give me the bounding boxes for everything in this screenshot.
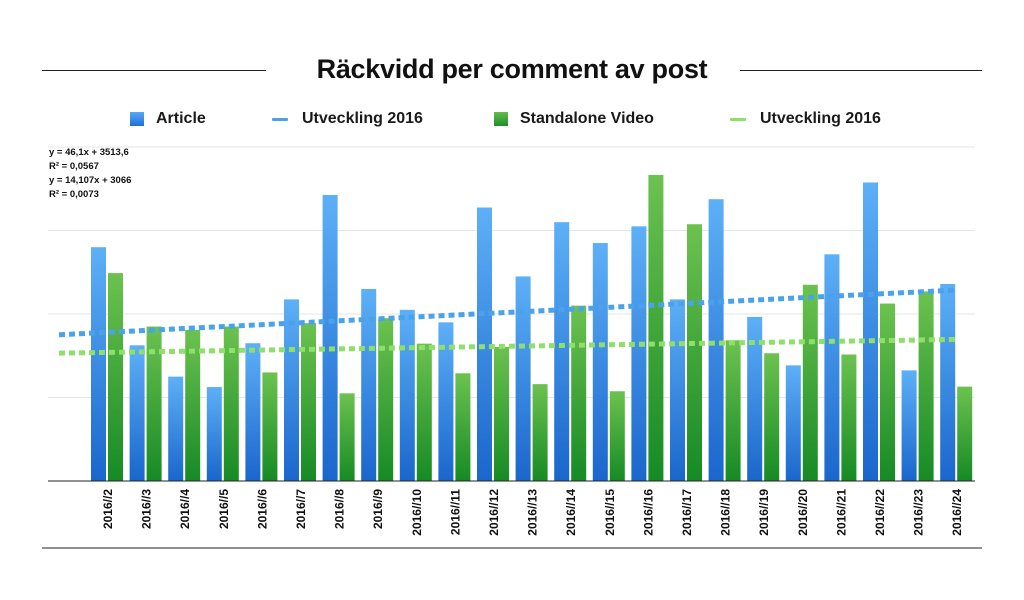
bar-article-18 [785, 365, 801, 481]
bar-video-10 [494, 346, 509, 481]
bar-article-15 [670, 299, 685, 481]
bar-article-13 [592, 243, 608, 481]
legend-label-trend-video: Utveckling 2016 [760, 110, 881, 127]
bar-video-18 [802, 284, 818, 481]
legend-line-trend-video [730, 117, 746, 121]
x-tick-label: 2016//15 [603, 489, 617, 536]
bar-article-19 [824, 254, 840, 481]
legend-item-article: Article [130, 108, 206, 130]
r2-article: R² = 0,0567 [49, 161, 99, 172]
equation-video: y = 14,107x + 3066 [49, 175, 132, 186]
title-rule-left [42, 70, 266, 71]
x-tick-label: 2016//3 [140, 489, 154, 529]
trendline-article [58, 287, 957, 338]
x-tick-label: 2016//9 [371, 489, 385, 529]
legend-item-trend-video: Utveckling 2016 [730, 108, 881, 130]
bar-video-9 [455, 373, 471, 481]
bar-video-5 [301, 323, 316, 481]
x-tick-label: 2016//4 [178, 489, 192, 529]
bar-video-14 [648, 174, 664, 481]
bar-article-20 [863, 182, 878, 482]
legend-item-video: Standalone Video [494, 108, 654, 130]
bar-video-11 [532, 384, 548, 481]
x-tick-label: 2016//24 [950, 489, 964, 536]
legend-label-trend-article: Utveckling 2016 [302, 110, 423, 127]
bar-article-11 [515, 276, 531, 481]
bar-article-12 [554, 222, 570, 481]
x-tick-label: 2016//16 [641, 489, 655, 536]
x-tick-label: 2016//13 [526, 489, 540, 536]
x-tick-label: 2016//14 [564, 489, 578, 536]
chart-title-wrap: Räckvidd per comment av post [0, 54, 1024, 85]
bar-video-12 [571, 305, 587, 481]
legend-swatch-article [130, 112, 144, 126]
equation-article: y = 46,1x + 3513,6 [49, 147, 129, 158]
bar-video-16 [725, 340, 741, 481]
x-tick-label: 2016//12 [487, 489, 501, 536]
bar-article-17 [747, 316, 763, 481]
bar-article-3 [206, 387, 222, 481]
bar-article-4 [245, 343, 261, 481]
bar-video-6 [339, 393, 355, 481]
x-tick-label: 2016//17 [680, 489, 694, 536]
bar-article-0 [91, 247, 106, 481]
bar-article-6 [322, 195, 338, 481]
bar-article-22 [940, 283, 956, 481]
x-tick-label: 2016//10 [410, 489, 424, 536]
x-tick-label: 2016//11 [448, 489, 462, 535]
bar-article-14 [631, 226, 647, 481]
bar-video-13 [609, 391, 625, 481]
bar-video-20 [880, 303, 895, 481]
legend-label-article: Article [156, 110, 206, 127]
legend-swatch-video [494, 112, 508, 126]
x-tick-label: 2016//5 [217, 489, 231, 529]
r2-video: R² = 0,0073 [49, 189, 99, 200]
legend-line-trend-article [272, 117, 288, 121]
bar-video-22 [957, 386, 973, 481]
x-tick-label: 2016//22 [873, 489, 887, 536]
x-tick-label: 2016//21 [834, 489, 848, 536]
x-tick-label: 2016//2 [101, 489, 115, 529]
legend-label-video: Standalone Video [520, 110, 654, 127]
bar-article-21 [901, 370, 917, 481]
bar-article-9 [438, 322, 454, 481]
bar-article-2 [168, 376, 184, 481]
x-tick-label: 2016//7 [294, 489, 308, 529]
x-tick-label: 2016//19 [757, 489, 771, 536]
bar-article-1 [129, 345, 145, 481]
bar-video-19 [841, 354, 857, 481]
bar-video-17 [764, 353, 780, 481]
bar-article-7 [361, 288, 377, 481]
bar-video-15 [687, 224, 702, 482]
bar-video-4 [262, 372, 278, 481]
bar-video-1 [146, 326, 162, 481]
x-tick-label: 2016//8 [333, 489, 347, 529]
bar-video-21 [918, 291, 934, 481]
x-tick-label: 2016//18 [719, 489, 733, 536]
bar-video-3 [223, 326, 239, 481]
bar-video-7 [378, 318, 394, 481]
trendline-equations: y = 46,1x + 3513,6 R² = 0,0567 y = 14,10… [49, 146, 131, 202]
bar-video-2 [185, 329, 201, 481]
bar-article-8 [399, 309, 415, 481]
legend-item-trend-article: Utveckling 2016 [272, 108, 423, 130]
x-tick-label: 2016//6 [255, 489, 269, 529]
bar-video-0 [108, 273, 123, 481]
chart-title: Räckvidd per comment av post [298, 54, 726, 84]
x-tick-label: 2016//23 [912, 489, 926, 536]
bar-article-16 [708, 199, 724, 481]
x-tick-label: 2016//20 [796, 489, 810, 536]
bar-video-8 [416, 343, 432, 481]
legend: Article Utveckling 2016 Standalone Video… [0, 108, 1024, 130]
title-rule-right [740, 70, 982, 71]
bar-article-5 [284, 299, 299, 481]
